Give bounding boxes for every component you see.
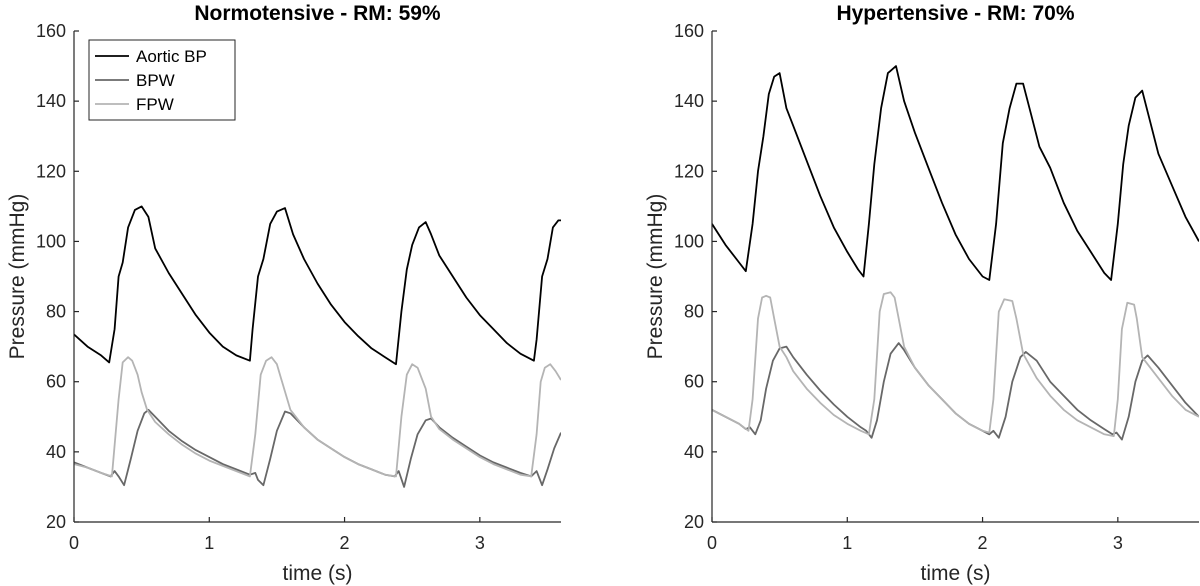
y-tick-label: 160 <box>36 21 66 41</box>
y-tick-label: 140 <box>674 91 704 111</box>
legend: Aortic BP BPW FPW <box>88 39 236 121</box>
y-tick-label: 160 <box>674 21 704 41</box>
y-tick-label: 120 <box>674 161 704 181</box>
y-tick-label: 20 <box>684 512 704 532</box>
x-tick-label: 3 <box>475 533 485 553</box>
y-axis-label: Pressure (mmHg) <box>6 194 29 360</box>
y-tick-label: 20 <box>46 512 66 532</box>
y-tick-label: 100 <box>36 231 66 251</box>
x-tick-label: 1 <box>842 533 852 553</box>
y-tick-label: 140 <box>36 91 66 111</box>
x-tick-label: 0 <box>69 533 79 553</box>
x-axis-label: time (s) <box>283 562 353 585</box>
legend-entry: FPW <box>136 95 174 114</box>
chart-title: Normotensive - RM: 59% <box>194 2 441 25</box>
y-tick-label: 40 <box>46 442 66 462</box>
x-tick-label: 3 <box>1113 533 1123 553</box>
series-line-bpw <box>74 408 561 488</box>
y-axis-label: Pressure (mmHg) <box>644 194 667 360</box>
y-tick-label: 120 <box>36 161 66 181</box>
x-tick-label: 2 <box>978 533 988 553</box>
series-line-fpw <box>74 356 561 478</box>
chart-title: Hypertensive - RM: 70% <box>836 2 1074 25</box>
y-tick-label: 60 <box>46 372 66 392</box>
y-tick-label: 80 <box>46 302 66 322</box>
series-line-aortic-bp <box>712 65 1199 281</box>
x-tick-label: 1 <box>204 533 214 553</box>
y-tick-label: 80 <box>684 302 704 322</box>
legend-entry: BPW <box>136 71 175 90</box>
legend-entry: Aortic BP <box>136 47 207 66</box>
x-tick-label: 2 <box>340 533 350 553</box>
series-line-aortic-bp <box>74 205 561 366</box>
x-tick-label: 0 <box>707 533 717 553</box>
chart-panel-2: 20 40 60 80 100 120 140 160 0 1 2 3 Hypertensive - R… <box>644 2 1199 585</box>
y-tick-label: 60 <box>684 372 704 392</box>
x-axis-label: time (s) <box>921 562 991 585</box>
y-tick-label: 40 <box>684 442 704 462</box>
series-line-bpw <box>712 342 1199 441</box>
chart-panel-1: 20 40 60 80 100 120 140 160 0 1 2 3 Normotensive - R… <box>6 2 561 585</box>
series-line-fpw <box>712 291 1199 438</box>
y-tick-label: 100 <box>674 231 704 251</box>
